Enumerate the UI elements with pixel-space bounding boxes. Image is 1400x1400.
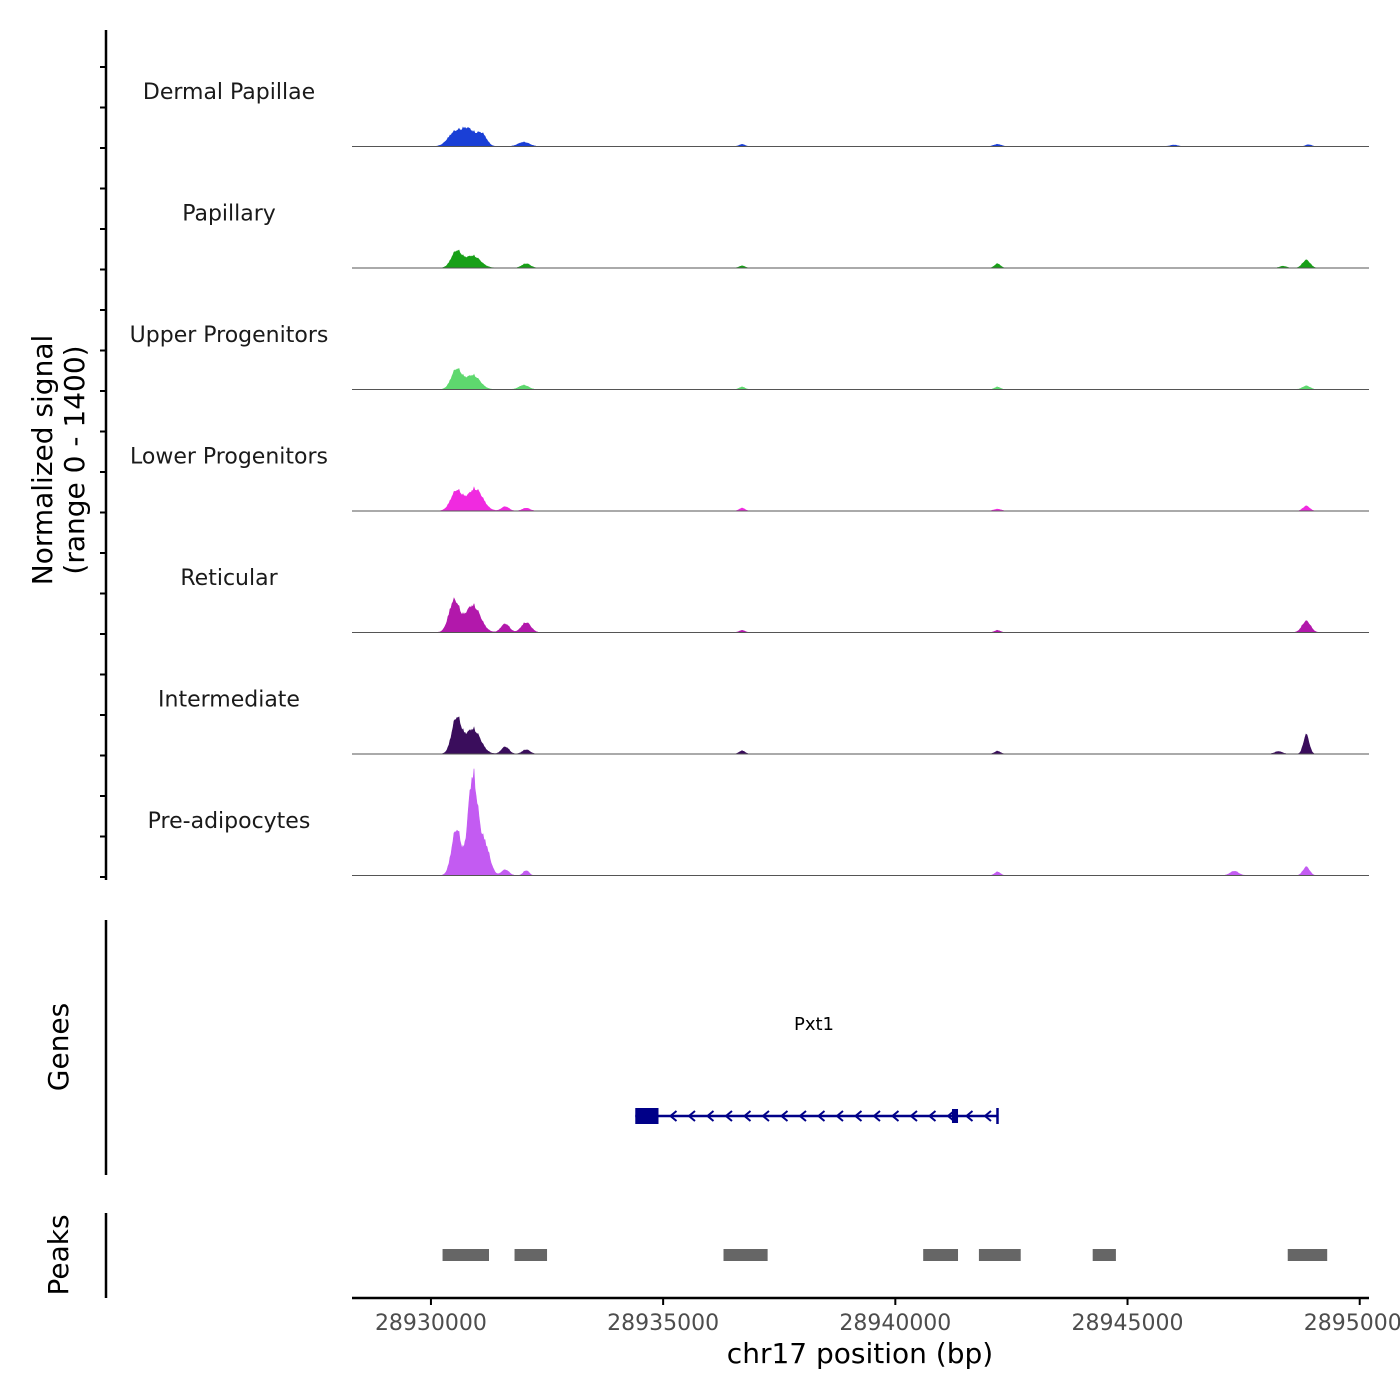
signal-axis-ticks: [100, 66, 106, 878]
track-papillary: Papillary: [182, 202, 1369, 269]
strand-chevron-icon: [687, 1110, 696, 1122]
strand-chevron-icon: [927, 1110, 937, 1122]
x-tick-label: 28930000: [375, 1311, 487, 1336]
x-axis-ticks: 28930000 28935000 28940000 28945000 28950000: [375, 1298, 1400, 1336]
x-tick-label: 28945000: [1072, 1311, 1184, 1336]
signal-area: [352, 486, 1369, 512]
peak-region: [1092, 1249, 1116, 1261]
strand-chevron-icon: [946, 1110, 955, 1122]
strand-chevron-icon: [742, 1110, 752, 1122]
strand-chevron-icon: [890, 1110, 900, 1122]
signal-area: [352, 597, 1369, 633]
strand-chevron-icon: [798, 1110, 807, 1122]
track-reticular: Reticular: [180, 566, 1369, 633]
peak-region: [514, 1249, 548, 1261]
track-label: Intermediate: [158, 688, 300, 713]
peak-region: [923, 1249, 959, 1261]
strand-chevron-icon: [983, 1110, 992, 1122]
gene-exon: [635, 1108, 659, 1124]
strand-chevron-icon: [779, 1110, 789, 1122]
signal-axis-label: Normalized signal: [26, 335, 59, 586]
peak-regions: [442, 1249, 1328, 1261]
gene-exon: [951, 1109, 959, 1123]
signal-axis-range-label: (range 0 - 1400): [58, 345, 91, 574]
signal-area: [352, 768, 1369, 876]
track-dermal-papillae: Dermal Papillae: [143, 80, 1369, 147]
x-tick-label: 28950000: [1304, 1311, 1400, 1336]
peak-region: [723, 1249, 768, 1261]
peak-region: [442, 1249, 489, 1261]
strand-chevron-icon: [909, 1110, 918, 1122]
track-label: Reticular: [180, 566, 278, 591]
x-tick-label: 28940000: [839, 1311, 951, 1336]
track-pre-adipocytes: Pre-adipocytes: [148, 768, 1369, 876]
peak-region: [1287, 1249, 1328, 1261]
strand-chevron-icon: [964, 1110, 974, 1122]
track-intermediate: Intermediate: [158, 688, 1369, 755]
gene-name-label: Pxt1: [794, 1014, 834, 1035]
genes-panel-label: Genes: [42, 1003, 75, 1091]
strand-chevron-icon: [835, 1110, 844, 1122]
strand-chevron-icon: [853, 1110, 863, 1122]
peaks-panel-label: Peaks: [42, 1214, 75, 1295]
strand-chevron-icon: [872, 1110, 881, 1122]
track-lower-progenitors: Lower Progenitors: [130, 445, 1369, 512]
track-label: Papillary: [182, 202, 276, 227]
strand-chevron-icon: [668, 1110, 678, 1122]
x-tick-label: 28935000: [607, 1311, 719, 1336]
x-axis-label: chr17 position (bp): [727, 1337, 993, 1370]
gene-model: [635, 1108, 999, 1124]
track-label: Lower Progenitors: [130, 445, 328, 470]
signal-area: [352, 126, 1369, 147]
coverage-tracks: Dermal Papillae Papillary Upper Progenitor…: [130, 80, 1369, 876]
strand-chevron-icon: [705, 1110, 715, 1122]
track-label: Dermal Papillae: [143, 80, 315, 105]
signal-area: [352, 249, 1369, 269]
signal-area: [352, 716, 1369, 755]
strand-chevron-icon: [761, 1110, 770, 1122]
strand-chevron-icon: [724, 1110, 733, 1122]
signal-area: [352, 367, 1369, 390]
strand-chevron-icon: [816, 1110, 826, 1122]
track-upper-progenitors: Upper Progenitors: [130, 323, 1369, 390]
peak-region: [978, 1249, 1021, 1261]
track-label: Pre-adipocytes: [148, 809, 311, 834]
track-label: Upper Progenitors: [130, 323, 329, 348]
